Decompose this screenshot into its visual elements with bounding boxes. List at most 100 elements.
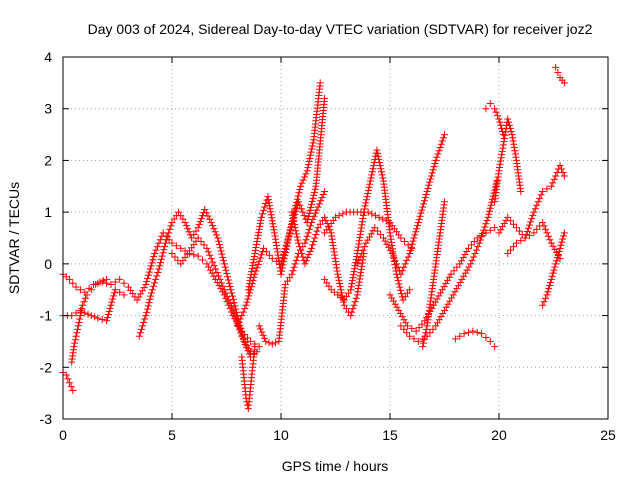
data-point-track-r [478, 330, 486, 338]
plot-frame [62, 56, 609, 420]
data-point-track-k-dense [306, 247, 314, 255]
data-point-track-i [251, 270, 259, 278]
data-point-track-i-dense [299, 208, 307, 216]
data-point-track-o-dense [400, 316, 408, 324]
data-point-track-j [262, 337, 270, 345]
data-point-track-f-dense [226, 300, 234, 308]
data-point-track-d [96, 278, 104, 286]
data-point-track-n-dense [415, 215, 423, 223]
data-point-track-j-dense [304, 229, 312, 237]
data-point-track-f [220, 286, 228, 294]
data-point-track-v-dense [552, 172, 560, 180]
data-point-track-n-dense [428, 169, 436, 177]
data-point-track-h-dense [272, 238, 280, 246]
data-point-track-p-dense [486, 207, 494, 215]
data-point-track-h-dense [251, 246, 259, 254]
data-point-track-v-dense [528, 215, 536, 223]
data-point-track-p-dense [474, 243, 482, 251]
data-point-track-v-dense [522, 231, 530, 239]
data-point-track-i-dense [307, 203, 315, 211]
data-point-track-h-dense [254, 234, 262, 242]
data-point-track-e-dense [184, 225, 192, 233]
data-point-track-h-dense [306, 154, 314, 162]
data-point-track-l-dense [397, 286, 405, 294]
data-point-track-i-dense [246, 286, 254, 294]
data-point-track-a [142, 281, 150, 289]
data-point-track-a-dense [146, 265, 154, 273]
data-point-track-o [456, 260, 464, 268]
data-point-track-e-dense [149, 282, 157, 290]
data-point-track-b-dense [116, 288, 124, 296]
data-point-track-w-dense [550, 266, 558, 274]
data-point-track-n-dense [404, 253, 412, 261]
data-point-track-d-dense [73, 329, 81, 337]
data-point-track-f-dense [225, 296, 233, 304]
data-point-track-a-dense [152, 246, 160, 254]
data-point-track-e-dense [218, 250, 226, 258]
data-point-track-k-dense [305, 251, 313, 259]
data-point-track-o-dense [450, 267, 458, 275]
data-point-track-i-dense [257, 251, 265, 259]
data-point-track-r [460, 330, 468, 338]
data-point-track-p-dense [403, 329, 411, 337]
data-point-track-u-dense [510, 220, 518, 228]
data-point-track-a-dense [144, 271, 152, 279]
data-point-track-h-dense [260, 206, 268, 214]
data-point-track-o-dense [442, 280, 450, 288]
y-tick-label: 2 [44, 152, 52, 168]
data-point-track-k-dense [356, 272, 364, 280]
data-point-track-a-dense [155, 239, 163, 247]
data-point-track-p-dense [486, 204, 494, 212]
data-point-track-u-dense [497, 226, 505, 234]
data-point-track-a-dense [76, 286, 84, 294]
data-point-track-f-dense [222, 289, 230, 297]
data-point-track-f-dense [217, 279, 225, 287]
data-point-track-f-dense [197, 237, 205, 245]
data-point-track-n-dense [356, 253, 364, 261]
data-point-track-h [297, 182, 305, 190]
data-point-track-j-dense [318, 194, 326, 202]
data-point-track-a-dense [208, 269, 216, 277]
data-point-track-k-dense [329, 238, 337, 246]
data-point-track-a-dense [206, 266, 214, 274]
data-point-track-w-dense [555, 247, 563, 255]
data-point-track-f-dense [231, 313, 239, 321]
data-point-track-l-dense [364, 186, 372, 194]
data-point-track-p-dense [483, 217, 491, 225]
data-point-track-k-dense [294, 236, 302, 244]
data-point-track-d [83, 291, 91, 299]
data-point-track-w-dense [553, 254, 561, 262]
data-point-track-v-dense [559, 168, 567, 176]
y-tick-label: -2 [40, 359, 53, 375]
data-point-track-e [207, 218, 215, 226]
data-point-track-p [458, 275, 466, 283]
data-point-track-k-dense [358, 262, 366, 270]
data-point-track-j-dense [303, 232, 311, 240]
data-point-track-a [116, 275, 124, 283]
data-point-track-e-dense [151, 279, 159, 287]
data-point-track-l-dense [374, 149, 382, 157]
data-point-track-j [308, 218, 316, 226]
data-point-track-e [155, 265, 163, 273]
data-point-track-p-dense [400, 325, 408, 333]
data-point-track-n-dense [386, 246, 394, 254]
data-point-track-i-dense [280, 247, 288, 255]
data-point-track-n-dense [413, 222, 421, 230]
data-point-track-o [430, 301, 438, 309]
data-point-track-k-dense [309, 241, 317, 249]
data-point-track-n-dense [390, 253, 398, 261]
data-point-track-h-dense [270, 226, 278, 234]
data-point-track-p-dense [478, 233, 486, 241]
data-point-track-u-dense [542, 225, 550, 233]
data-point-track-i [242, 301, 250, 309]
data-point-track-l-dense [377, 168, 385, 176]
data-point-track-n-dense [364, 236, 372, 244]
data-point-track-d-dense [74, 325, 82, 333]
data-point-track-l-dense [374, 152, 382, 160]
data-point-track-n-dense [418, 206, 426, 214]
data-point-track-n-dense [421, 194, 429, 202]
data-point-track-t-dense [511, 150, 519, 158]
data-point-track-d-dense [99, 277, 107, 285]
data-point-track-p [432, 322, 440, 330]
data-point-track-l-dense [357, 224, 365, 232]
